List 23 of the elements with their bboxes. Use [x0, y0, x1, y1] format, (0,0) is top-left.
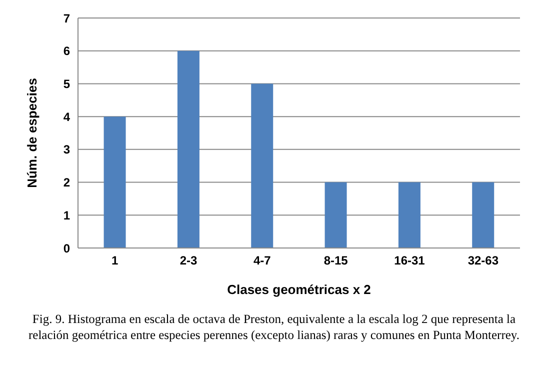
x-tick-label: 8-15: [324, 254, 348, 268]
x-tick-label: 16-31: [394, 254, 426, 268]
x-tick-label: 1: [111, 254, 118, 268]
y-tick-label: 5: [63, 76, 70, 91]
x-tick-label: 2-3: [180, 254, 198, 268]
caption: Fig. 9. Histograma en escala de octava de Preston, equivalente a la escala log 2 que representa la relación geométrica entre especies perennes (excepto lianas) raras y comunes en Punta Monterrey.: [28, 311, 520, 344]
y-tick-label: 0: [63, 241, 70, 256]
y-tick-label: 6: [63, 44, 70, 58]
x-tick-label: 4-7: [253, 254, 272, 268]
y-tick-label: 1: [63, 208, 70, 222]
y-tick-label: 2: [63, 176, 70, 190]
bar: [251, 84, 274, 248]
y-tick-label: 7: [63, 11, 70, 26]
bar: [324, 182, 347, 248]
y-tick-label: 4: [63, 110, 70, 124]
y-axis-title: Núm. de especies: [24, 78, 40, 188]
bar: [398, 182, 420, 248]
bar: [177, 50, 200, 248]
bar: [104, 116, 126, 248]
bar: [472, 182, 494, 248]
y-tick-label: 3: [63, 142, 70, 157]
x-axis-title: Clases geométricas x 2: [227, 282, 371, 297]
x-tick-label: 32-63: [468, 254, 499, 268]
